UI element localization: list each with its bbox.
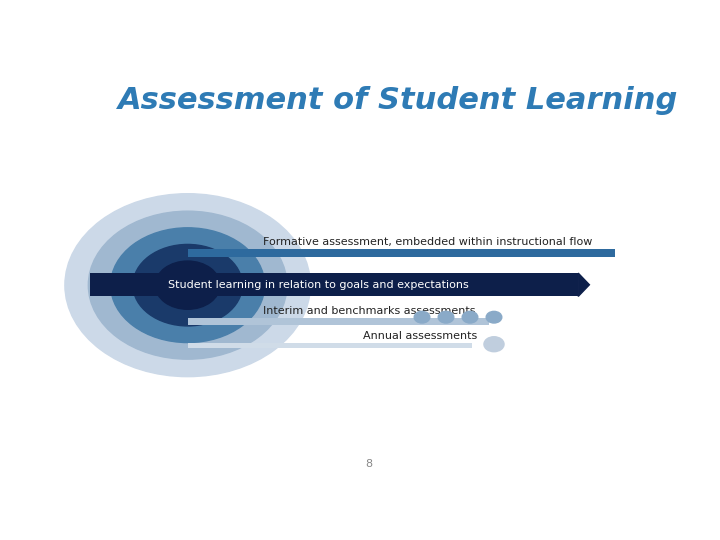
Circle shape bbox=[156, 261, 220, 309]
Text: Formative assessment, embedded within instructional flow: Formative assessment, embedded within in… bbox=[263, 237, 593, 247]
Circle shape bbox=[484, 337, 504, 352]
Bar bbox=[188, 248, 615, 257]
Circle shape bbox=[111, 228, 265, 342]
Circle shape bbox=[89, 211, 287, 359]
Text: Interim and benchmarks assessments: Interim and benchmarks assessments bbox=[263, 306, 475, 316]
Bar bbox=[188, 342, 472, 348]
Text: Assessment of Student Learning: Assessment of Student Learning bbox=[118, 85, 678, 114]
Text: Annual assessments: Annual assessments bbox=[364, 331, 477, 341]
Text: Student learning in relation to goals and expectations: Student learning in relation to goals an… bbox=[168, 280, 469, 290]
Circle shape bbox=[462, 312, 478, 323]
Circle shape bbox=[133, 245, 243, 326]
Polygon shape bbox=[578, 273, 590, 296]
Circle shape bbox=[414, 312, 430, 323]
Circle shape bbox=[65, 194, 310, 377]
Text: 8: 8 bbox=[366, 459, 372, 469]
Bar bbox=[188, 318, 489, 325]
Circle shape bbox=[438, 312, 454, 323]
Circle shape bbox=[486, 312, 502, 323]
Bar bbox=[90, 273, 578, 296]
